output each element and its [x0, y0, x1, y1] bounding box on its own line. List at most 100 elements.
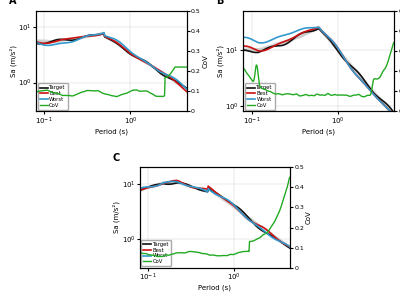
Best [330, 40, 335, 43]
Worst [137, 187, 142, 190]
CoV [333, 93, 338, 97]
Worst [170, 180, 175, 183]
Y-axis label: Sa (m/s²): Sa (m/s²) [113, 201, 120, 234]
CoV [288, 175, 292, 179]
Worst [316, 26, 321, 29]
CoV [184, 65, 189, 69]
Worst [102, 31, 106, 34]
Best [137, 189, 142, 192]
Best [316, 26, 321, 29]
CoV [392, 41, 396, 44]
Worst [392, 114, 396, 117]
Target [241, 48, 246, 52]
Worst [330, 40, 335, 43]
CoV [137, 250, 142, 254]
Best [126, 51, 131, 54]
Target [334, 47, 338, 50]
X-axis label: Period (s): Period (s) [302, 128, 335, 135]
Best [161, 71, 166, 75]
CoV [138, 251, 142, 254]
CoV [160, 255, 164, 258]
Target [330, 42, 335, 46]
Best [34, 40, 38, 43]
Target [241, 48, 246, 52]
CoV [330, 93, 335, 97]
CoV [123, 92, 128, 95]
Worst [123, 45, 128, 49]
Target [175, 181, 180, 185]
Line: Target: Target [36, 34, 187, 88]
Best [124, 48, 129, 52]
CoV [228, 253, 232, 256]
CoV [368, 92, 373, 96]
Target [316, 27, 321, 30]
CoV [378, 75, 383, 78]
Line: Target: Target [243, 29, 394, 113]
Line: Best: Best [36, 33, 187, 92]
Target [378, 97, 383, 101]
Worst [230, 202, 235, 205]
Worst [334, 44, 338, 47]
Best [174, 179, 179, 182]
CoV [274, 215, 279, 219]
Best [184, 90, 189, 93]
CoV [230, 253, 235, 256]
Worst [138, 186, 142, 190]
Legend: Target, Best, Worst, CoV: Target, Best, Worst, CoV [38, 83, 68, 110]
CoV [124, 92, 129, 95]
Target [228, 200, 232, 204]
Worst [184, 87, 189, 91]
CoV [126, 90, 131, 94]
Worst [34, 40, 38, 44]
Legend: Target, Best, Worst, CoV: Target, Best, Worst, CoV [141, 240, 172, 266]
Target [126, 51, 131, 55]
CoV [330, 93, 335, 97]
Worst [228, 200, 232, 203]
CoV [161, 95, 166, 98]
Target [123, 49, 128, 52]
Best [331, 40, 336, 44]
Target [138, 188, 142, 192]
Best [230, 203, 235, 206]
Best [171, 78, 176, 81]
CoV [171, 68, 176, 72]
Best [227, 200, 232, 204]
Target [392, 111, 396, 115]
Y-axis label: Sa (m/s²): Sa (m/s²) [9, 45, 17, 77]
CoV [227, 253, 232, 256]
Best [334, 44, 338, 47]
Best [378, 100, 383, 103]
Target [102, 32, 106, 36]
Worst [288, 245, 293, 249]
Best [368, 89, 373, 93]
Text: A: A [9, 0, 16, 7]
CoV [173, 65, 178, 69]
Line: Worst: Worst [140, 182, 290, 247]
Best [138, 188, 142, 192]
Y-axis label: CoV: CoV [202, 54, 208, 68]
Y-axis label: CoV: CoV [306, 211, 312, 224]
CoV [241, 66, 246, 70]
Worst [161, 72, 166, 75]
Best [241, 44, 246, 48]
Worst [274, 238, 279, 242]
Target [34, 42, 39, 45]
X-axis label: Period (s): Period (s) [95, 128, 128, 135]
Worst [241, 36, 246, 39]
Best [34, 40, 39, 44]
Worst [331, 40, 336, 44]
Best [288, 245, 293, 249]
Text: B: B [216, 0, 224, 7]
Line: Target: Target [140, 183, 290, 248]
Best [265, 228, 270, 232]
CoV [241, 67, 246, 70]
Best [241, 44, 246, 48]
Line: CoV: CoV [140, 177, 290, 256]
Best [123, 48, 128, 51]
Line: CoV: CoV [243, 42, 394, 97]
Line: CoV: CoV [36, 67, 187, 97]
Worst [265, 232, 270, 235]
Worst [378, 100, 383, 103]
Best [274, 237, 279, 240]
Target [227, 200, 232, 203]
